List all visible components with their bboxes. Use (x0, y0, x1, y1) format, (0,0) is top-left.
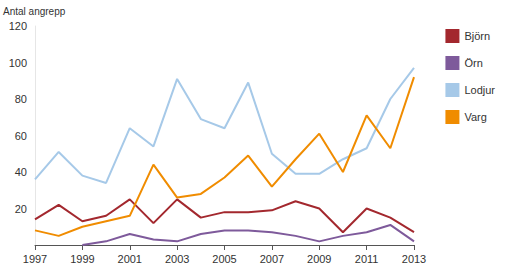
svg-text:40: 40 (15, 166, 27, 178)
svg-text:100: 100 (9, 57, 27, 69)
svg-text:Lodjur: Lodjur (464, 84, 495, 96)
svg-text:Antal angrepp: Antal angrepp (3, 6, 66, 17)
svg-text:2001: 2001 (118, 253, 142, 265)
svg-text:120: 120 (9, 20, 27, 32)
svg-text:2011: 2011 (355, 253, 379, 265)
svg-text:2009: 2009 (307, 253, 331, 265)
svg-text:60: 60 (15, 130, 27, 142)
svg-text:2013: 2013 (402, 253, 426, 265)
svg-text:80: 80 (15, 93, 27, 105)
svg-text:Varg: Varg (464, 111, 486, 123)
svg-text:1999: 1999 (70, 253, 94, 265)
svg-text:Örn: Örn (464, 57, 482, 69)
svg-text:2003: 2003 (165, 253, 189, 265)
svg-text:Björn: Björn (464, 30, 490, 42)
svg-text:20: 20 (15, 203, 27, 215)
svg-text:1997: 1997 (23, 253, 47, 265)
svg-text:2007: 2007 (260, 253, 284, 265)
svg-text:2005: 2005 (212, 253, 236, 265)
